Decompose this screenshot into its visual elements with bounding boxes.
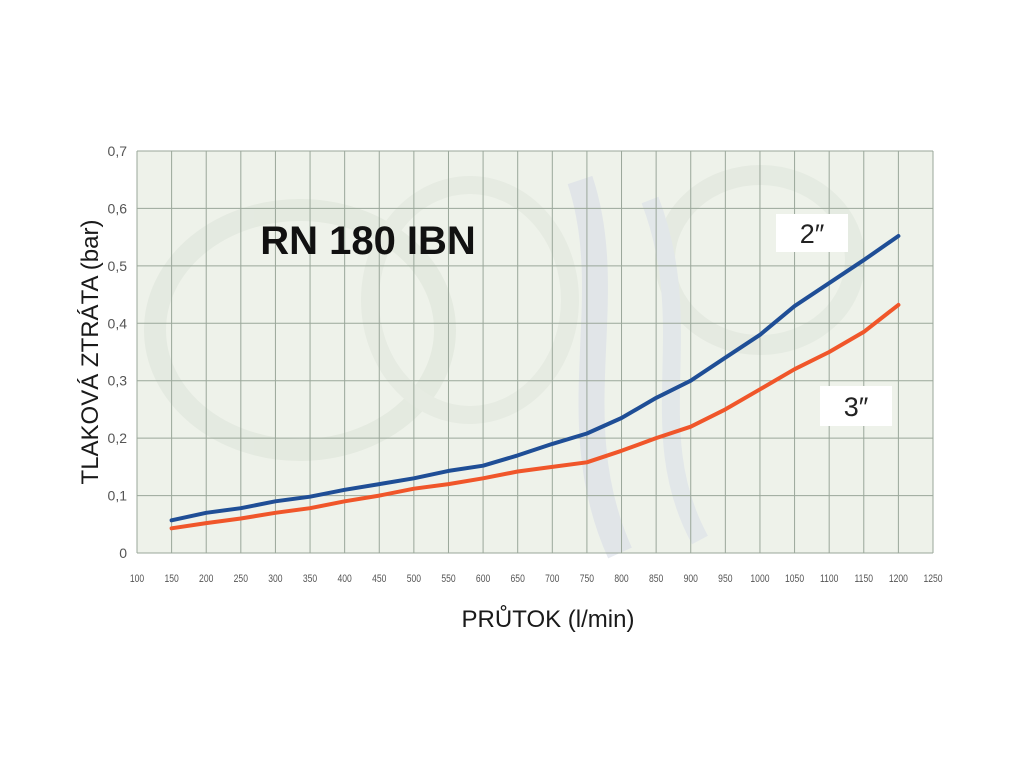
series-lines — [169, 234, 901, 531]
x-tick-label: 100 — [130, 573, 145, 585]
x-tick-label: 300 — [268, 573, 283, 585]
series-label-2-inch: 2″ — [776, 214, 848, 252]
series-label-2-inch-box — [776, 214, 848, 252]
y-tick-label: 0,1 — [108, 488, 128, 504]
series-label-3-inch-text: 3″ — [844, 392, 869, 422]
x-axis-ticks: 100 150 200 250 300 350 400 450 500 550 600 650 700 7… — [130, 573, 943, 585]
x-tick-label: 550 — [441, 573, 456, 585]
series-label-3-inch: 3″ — [820, 386, 892, 426]
y-tick-label: 0,5 — [108, 258, 128, 274]
series-line-2-inch — [169, 234, 901, 523]
x-tick-label: 750 — [580, 573, 595, 585]
x-tick-label: 400 — [337, 573, 352, 585]
x-tick-label: 900 — [684, 573, 699, 585]
x-axis-title: PRŮTOK (l/min) — [462, 604, 635, 633]
y-tick-label: 0,3 — [108, 373, 128, 389]
x-tick-label: 950 — [718, 573, 733, 585]
x-tick-label: 350 — [303, 573, 318, 585]
x-tick-label: 200 — [199, 573, 214, 585]
x-tick-label: 1200 — [889, 573, 909, 585]
x-tick-label: 1250 — [923, 573, 943, 585]
y-tick-label: 0,7 — [108, 143, 128, 159]
x-tick-label: 700 — [545, 573, 560, 585]
y-tick-label: 0,4 — [108, 315, 128, 331]
y-tick-label: 0,2 — [108, 430, 128, 446]
x-tick-label: 1000 — [750, 573, 770, 585]
x-tick-label: 1150 — [855, 573, 874, 585]
series-label-3-inch-box — [820, 386, 892, 426]
background-watermark — [144, 165, 865, 559]
x-tick-label: 250 — [234, 573, 249, 585]
series-label-2-inch-text: 2″ — [800, 219, 825, 249]
x-tick-label: 800 — [614, 573, 629, 585]
x-tick-label: 850 — [649, 573, 664, 585]
x-tick-label: 150 — [164, 573, 179, 585]
x-tick-label: 600 — [476, 573, 491, 585]
y-axis-title: TLAKOVÁ ZTRÁTA (bar) — [77, 220, 104, 485]
y-tick-label: 0 — [119, 545, 127, 561]
x-tick-label: 500 — [407, 573, 422, 585]
y-axis-ticks: 0 0,1 0,2 0,3 0,4 0,5 0,6 0,7 — [108, 143, 128, 561]
grid-lines — [136, 150, 934, 554]
series-line-3-inch — [169, 302, 901, 531]
x-tick-label: 1100 — [820, 573, 839, 585]
chart-title: RN 180 IBN — [260, 219, 476, 263]
x-tick-label: 650 — [511, 573, 526, 585]
x-tick-label: 450 — [372, 573, 387, 585]
x-tick-label: 1050 — [785, 573, 805, 585]
y-tick-label: 0,6 — [108, 200, 128, 216]
